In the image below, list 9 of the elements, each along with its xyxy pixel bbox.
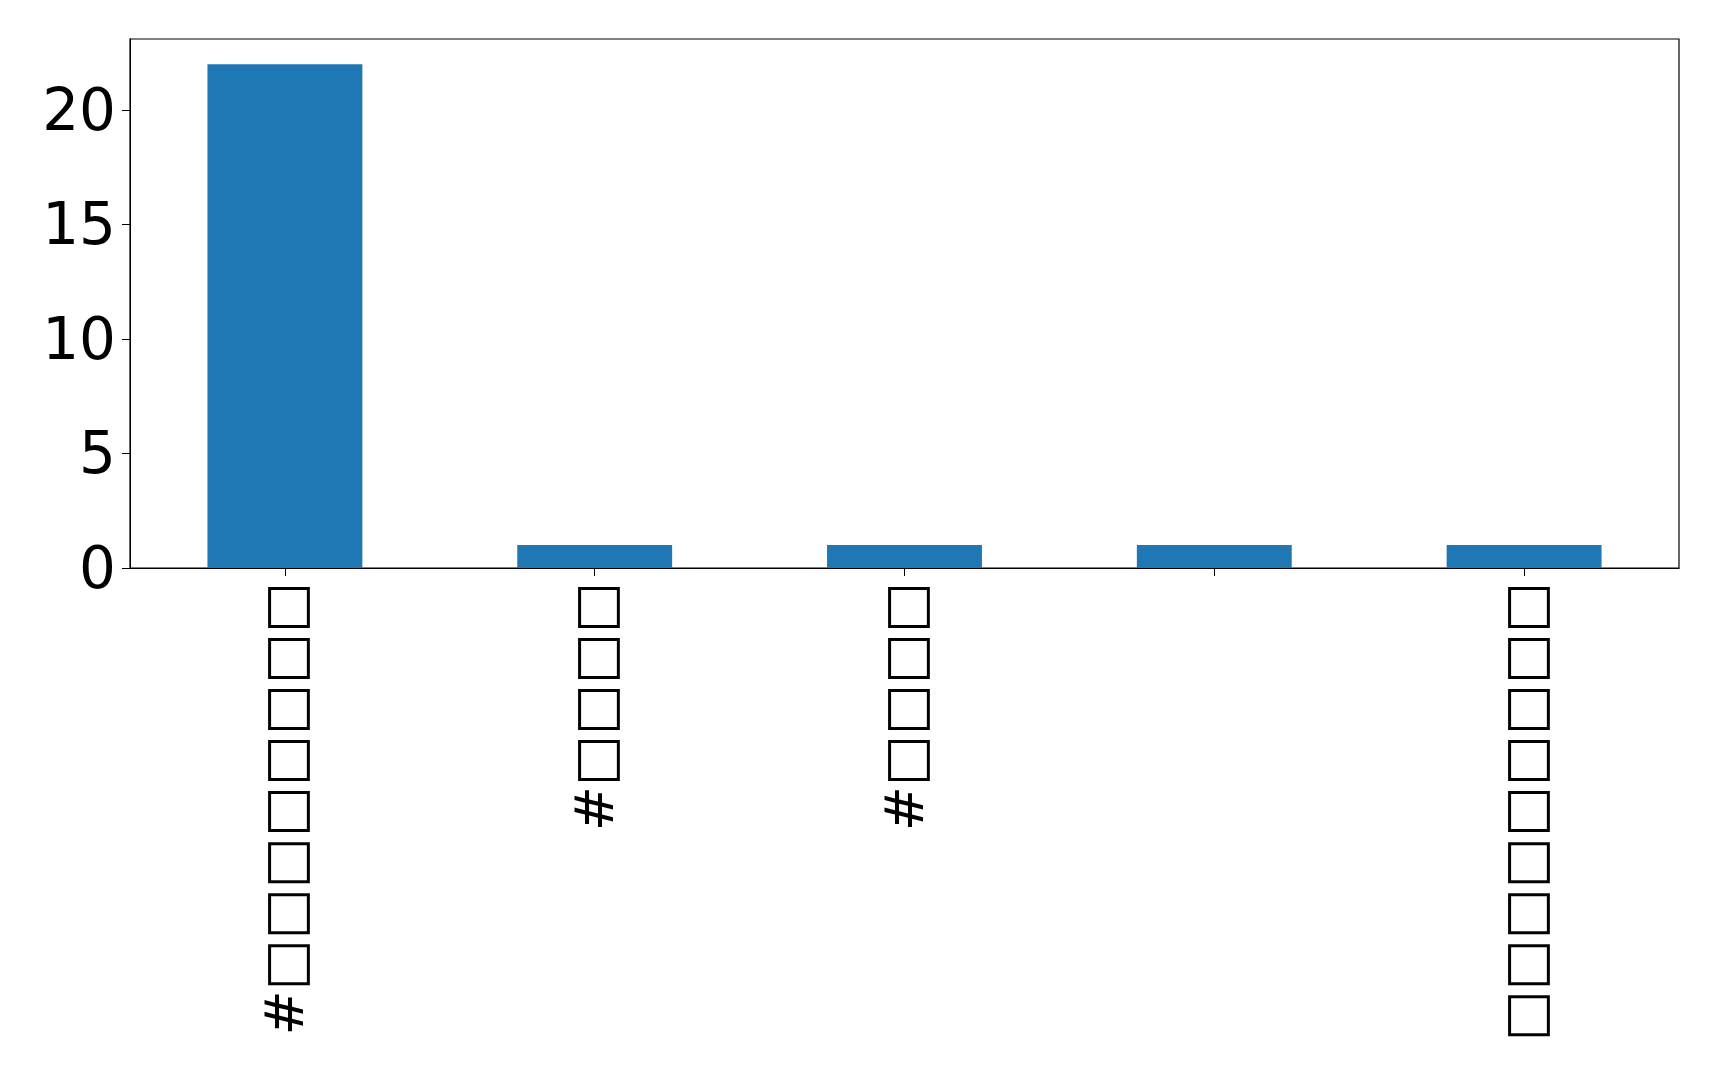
x-tick-label: #□□□□	[873, 582, 936, 832]
y-tick-label: 0	[79, 534, 116, 602]
y-tick-label: 5	[79, 419, 116, 488]
x-tick-label: #□□□□□□□□	[253, 582, 317, 1036]
x-tick-label: #□□□□	[563, 582, 627, 832]
y-tick-label: 10	[42, 305, 116, 373]
y-tick-label: 15	[42, 190, 116, 259]
y-tick-label: 20	[42, 75, 116, 144]
x-tick-label: □□□□□□□□□	[1492, 582, 1556, 1042]
